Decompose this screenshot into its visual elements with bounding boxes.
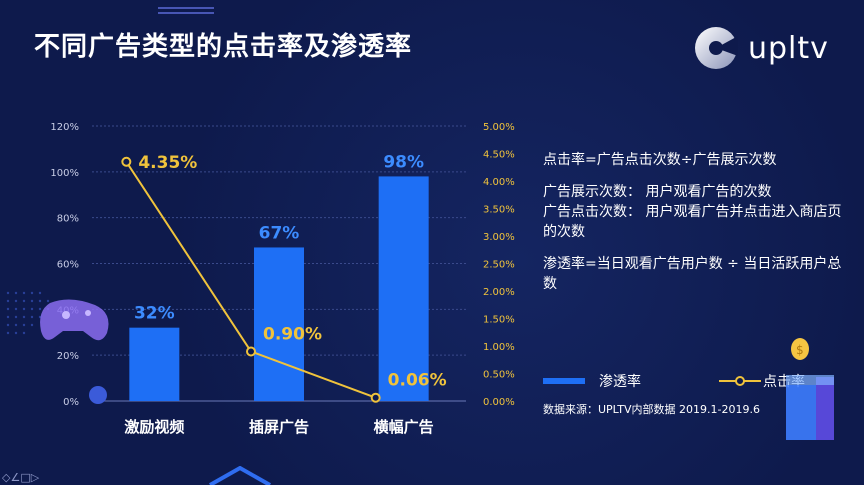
y-right-tick-label: 0.00% bbox=[483, 397, 515, 408]
bar-data-label: 32% bbox=[134, 304, 175, 324]
data-source: 数据来源：UPLTV内部数据 2019.1-2019.6 bbox=[543, 403, 760, 416]
y-right-tick-label: 1.50% bbox=[483, 315, 515, 326]
y-left-tick-label: 20% bbox=[57, 351, 79, 362]
svg-text:◇∠□▷: ◇∠□▷ bbox=[2, 471, 40, 484]
legend-line-swatch bbox=[719, 376, 761, 386]
y-right-tick-label: 0.50% bbox=[483, 370, 515, 381]
bar bbox=[129, 327, 180, 401]
definitions-panel: 点击率=广告点击次数÷广告展示次数 广告展示次数： 用户观看广告的次数 广告点击… bbox=[543, 150, 843, 306]
line-data-label: 0.06% bbox=[388, 371, 447, 391]
definition-impressions-clicks: 广告展示次数： 用户观看广告的次数 广告点击次数： 用户观看广告并点击进入商店页… bbox=[543, 184, 842, 240]
line-point bbox=[121, 156, 132, 167]
logo-text: upltv bbox=[748, 30, 829, 66]
y-left-tick-label: 0% bbox=[63, 397, 79, 408]
logo-mark-icon bbox=[695, 27, 738, 69]
definition-penetration: 渗透率=当日观看广告用户数 ÷ 当日活跃用户总数 bbox=[543, 256, 842, 292]
x-tick-label: 激励视频 bbox=[124, 418, 184, 436]
coin-blocks-decoration-icon: $ bbox=[786, 338, 834, 440]
line-point bbox=[370, 392, 381, 403]
line-data-label: 0.90% bbox=[263, 325, 322, 345]
y-right-tick-label: 1.00% bbox=[483, 342, 515, 353]
y-right-tick-label: 5.00% bbox=[483, 122, 515, 133]
x-tick-label: 横幅广告 bbox=[374, 418, 434, 436]
y-right-tick-label: 4.50% bbox=[483, 150, 515, 161]
y-left-tick-label: 80% bbox=[57, 214, 79, 225]
upltv-logo: upltv bbox=[694, 26, 829, 70]
definition-ctr: 点击率=广告点击次数÷广告展示次数 bbox=[543, 152, 777, 168]
y-right-tick-label: 3.00% bbox=[483, 232, 515, 243]
y-right-tick-label: 3.50% bbox=[483, 205, 515, 216]
y-right-tick-label: 2.50% bbox=[483, 260, 515, 271]
y-left-tick-label: 120% bbox=[50, 122, 79, 133]
y-left-tick-label: 60% bbox=[57, 260, 79, 271]
legend-bar-swatch bbox=[543, 378, 585, 384]
bar-data-label: 98% bbox=[383, 152, 424, 172]
bar bbox=[254, 247, 304, 401]
bar-data-label: 67% bbox=[259, 223, 300, 243]
y-right-tick-label: 4.00% bbox=[483, 177, 515, 188]
x-tick-label: 插屏广告 bbox=[249, 418, 309, 436]
y-right-tick-label: 2.00% bbox=[483, 287, 515, 298]
bar bbox=[378, 176, 429, 401]
svg-text:$: $ bbox=[796, 343, 804, 357]
line-data-label: 4.35% bbox=[138, 153, 197, 173]
decorative-lines bbox=[158, 7, 214, 14]
legend-bar-label: 渗透率 bbox=[599, 374, 641, 390]
y-left-tick-label: 100% bbox=[50, 168, 79, 179]
page-title: 不同广告类型的点击率及渗透率 bbox=[34, 32, 413, 62]
gamepad-decoration-icon bbox=[6, 291, 109, 404]
bottom-decoration-icon: ◇∠□▷ bbox=[2, 466, 271, 485]
line-point bbox=[246, 346, 256, 357]
